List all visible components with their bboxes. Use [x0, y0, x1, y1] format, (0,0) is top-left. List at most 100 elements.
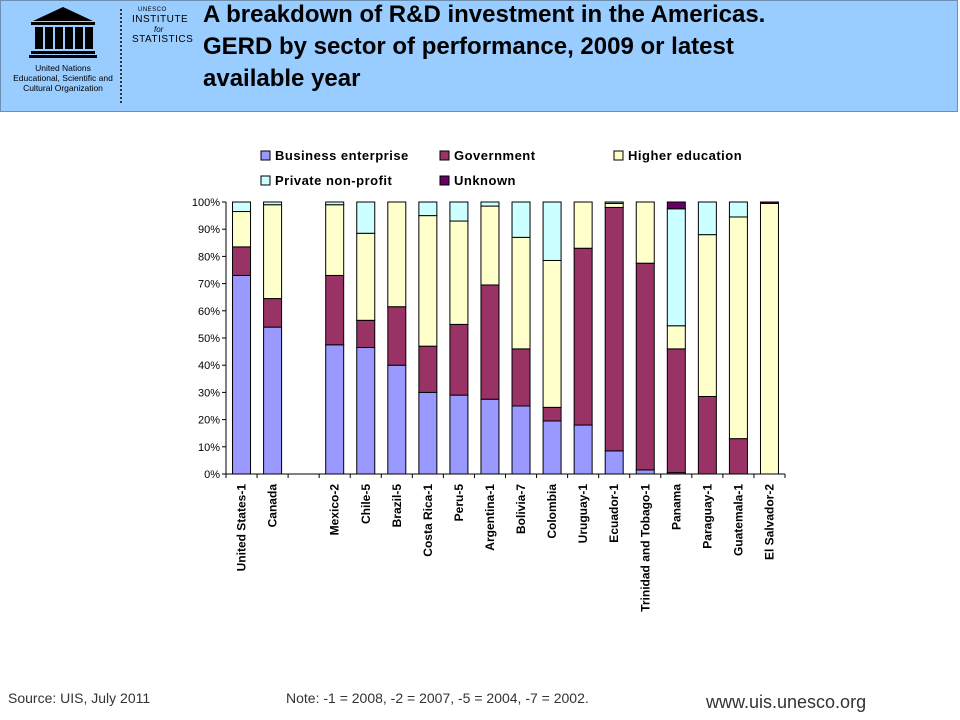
bar-segment	[728, 438, 748, 475]
org-line: Cultural Organization	[23, 83, 103, 93]
bar-segment	[666, 201, 686, 210]
bar-segment	[356, 347, 376, 475]
chart-bars	[232, 201, 779, 475]
legend-swatch	[439, 175, 450, 186]
bar-segment	[635, 469, 655, 475]
bar-segment	[604, 202, 624, 208]
y-tick-label: 20%	[198, 415, 220, 427]
bar-segment	[418, 345, 438, 393]
y-tick-label: 90%	[198, 224, 220, 236]
bar-segment	[697, 395, 717, 475]
legend-swatch	[260, 175, 271, 186]
header-banner: United Nations Educational, Scientific a…	[0, 0, 958, 112]
y-tick-label: 100%	[192, 197, 220, 209]
bar-segment	[263, 201, 283, 206]
bar-segment	[511, 348, 531, 407]
uis-logo-for: for	[154, 25, 164, 34]
bar-segment	[759, 201, 779, 204]
legend-swatch	[260, 150, 271, 161]
bar-segment	[418, 201, 438, 217]
x-category-label: Argentina-1	[483, 484, 497, 551]
bar-segment	[542, 406, 562, 422]
y-tick-label: 30%	[198, 387, 220, 399]
bar-segment	[511, 201, 531, 238]
uis-logo-small: UNESCO	[138, 7, 167, 13]
bar-segment	[635, 201, 655, 264]
chart-axis: 0% 10% 20% 30% 40% 50% 60% 70% 80% 90% 100%	[192, 197, 786, 481]
chart-legend: Business enterprise Government Higher educ…	[260, 148, 742, 188]
y-tick-label: 50%	[198, 333, 220, 345]
chart-x-labels: United States-1 Canada Mexico-2 Chile-5 Braz…	[235, 484, 777, 612]
x-category-label: Canada	[266, 484, 280, 528]
bar-segment	[759, 202, 779, 475]
year-note: Note: -1 = 2008, -2 = 2007, -5 = 2004, -…	[286, 690, 589, 706]
x-category-label: United States-1	[235, 484, 249, 572]
org-line: United Nations	[35, 63, 91, 73]
x-category-label: Guatemala-1	[731, 484, 745, 556]
x-category-label: Panama	[669, 484, 683, 530]
source-note: Source: UIS, July 2011	[8, 690, 151, 706]
x-category-label: Bolivia-7	[514, 484, 528, 534]
bar-segment	[697, 201, 717, 236]
bar-segment	[604, 450, 624, 475]
bar-segment	[573, 247, 593, 426]
bar-segment	[449, 323, 469, 396]
x-category-label: Mexico-2	[328, 484, 342, 536]
bar-segment	[356, 201, 376, 234]
bar-segment	[387, 364, 407, 475]
legend-label: Government	[454, 148, 536, 163]
bar-segment	[542, 420, 562, 475]
bar-segment	[604, 201, 624, 204]
title-line: A breakdown of R&D investment in the Ame…	[203, 1, 766, 28]
uis-logo-institute: INSTITUTE	[132, 14, 189, 25]
unesco-temple-icon	[29, 7, 97, 58]
title-line: GERD by sector of performance, 2009 or l…	[203, 33, 734, 60]
bar-segment	[325, 344, 345, 475]
unesco-org-name: United Nations Educational, Scientific a…	[9, 63, 117, 93]
bar-segment	[325, 201, 345, 206]
bar-segment	[697, 234, 717, 397]
x-category-label: Brazil-5	[390, 484, 404, 528]
bar-segment	[480, 201, 500, 207]
bar-segment	[635, 262, 655, 471]
bar-segment	[480, 284, 500, 400]
bar-segment	[418, 391, 438, 475]
y-tick-label: 0%	[204, 469, 220, 481]
bar-segment	[449, 394, 469, 475]
bar-segment	[232, 246, 252, 276]
bar-segment	[232, 201, 252, 213]
bar-segment	[604, 206, 624, 452]
bar-segment	[232, 274, 252, 475]
bar-segment	[387, 201, 407, 308]
title-line: available year	[203, 65, 361, 92]
x-category-label: Trinidad and Tobago-1	[638, 484, 652, 612]
legend-swatch	[439, 150, 450, 161]
bar-segment	[232, 211, 252, 248]
bar-segment	[449, 201, 469, 222]
bar-segment	[542, 201, 562, 261]
legend-label: Business enterprise	[275, 148, 409, 163]
bar-segment	[573, 201, 593, 249]
y-tick-label: 80%	[198, 251, 220, 263]
legend-label: Private non-profit	[275, 173, 393, 188]
bar-segment	[666, 208, 686, 327]
legend-swatch	[613, 150, 624, 161]
x-category-label: El Salvador-2	[762, 484, 776, 560]
bar-segment	[263, 326, 283, 475]
logo-divider	[120, 9, 122, 103]
bar-segment	[356, 232, 376, 321]
y-tick-label: 10%	[198, 442, 220, 454]
bar-segment	[325, 204, 345, 276]
x-category-label: Colombia	[545, 484, 559, 539]
x-category-label: Costa Rica-1	[421, 484, 435, 557]
bar-segment	[666, 348, 686, 474]
bar-segment	[263, 298, 283, 328]
bar-segment	[542, 259, 562, 408]
bar-segment	[511, 405, 531, 475]
y-tick-label: 70%	[198, 279, 220, 291]
uis-logo: UNESCO INSTITUTE for STATISTICS	[132, 7, 194, 46]
x-category-label: Chile-5	[359, 484, 373, 524]
x-category-label: Ecuador-1	[607, 484, 621, 543]
website-url[interactable]: www.uis.unesco.org	[706, 692, 867, 712]
stacked-bar-chart: Business enterprise Government Higher educ…	[192, 148, 786, 612]
